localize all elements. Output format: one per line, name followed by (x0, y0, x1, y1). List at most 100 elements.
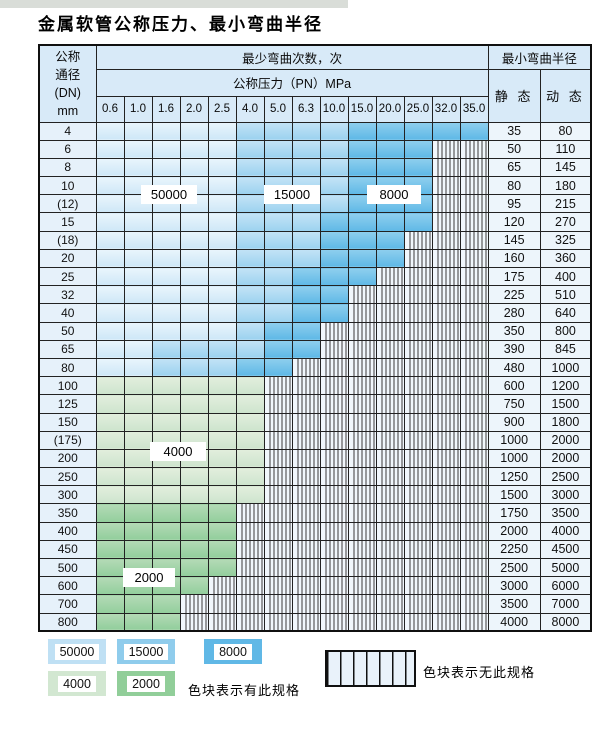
spec-cell-15000 (179, 357, 209, 378)
no-spec-cell (263, 430, 293, 450)
pressure-column-header: 1.6 (151, 95, 181, 123)
spec-cell-50000 (123, 266, 153, 287)
spec-cell-8000 (347, 157, 377, 178)
table-row: 600 3000 6000 (38, 576, 592, 596)
dn-cell: 80 (38, 357, 97, 378)
pressure-values-row: 0.6 1.0 1.6 2.0 2.5 4.0 5.0 6.3 10.0 15.0 20.0 25.0… (39, 95, 591, 123)
static-radius-cell: 2500 (487, 557, 541, 578)
static-radius-cell: 1000 (487, 430, 541, 450)
spec-cell-4000 (207, 485, 237, 505)
dynamic-header: 动 态 (539, 68, 592, 123)
table-row: 25 175 400 (38, 266, 592, 287)
no-spec-cell (403, 248, 433, 269)
spec-cell-8000 (375, 230, 405, 250)
legend-swatch-4000: 4000 (48, 671, 106, 696)
dynamic-radius-cell: 80 (539, 121, 592, 141)
no-spec-cell (459, 594, 489, 614)
spec-cell-2000 (179, 576, 209, 596)
no-spec-cell (319, 448, 349, 469)
spec-cell-15000 (235, 230, 265, 250)
band-label-50000: 50000 (142, 186, 196, 203)
no-spec-cell (431, 430, 461, 450)
no-spec-cell (347, 557, 377, 578)
dn-cell: 20 (38, 248, 97, 269)
static-header: 静 态 (487, 68, 541, 123)
table-row: 350 1750 3500 (38, 503, 592, 523)
spec-cell-8000 (347, 230, 377, 250)
table-row: 400 2000 4000 (38, 521, 592, 541)
no-spec-cell (375, 467, 405, 487)
spec-cell-4000 (123, 485, 153, 505)
spec-cell-4000 (179, 394, 209, 414)
static-radius-cell: 1250 (487, 467, 541, 487)
no-spec-cell (179, 594, 209, 614)
static-radius-cell: 750 (487, 394, 541, 414)
no-spec-cell (263, 376, 293, 396)
no-spec-cell (347, 576, 377, 596)
spec-cell-50000 (151, 139, 181, 159)
static-radius-cell: 900 (487, 412, 541, 432)
spec-cell-2000 (179, 539, 209, 560)
dynamic-radius-cell: 215 (539, 194, 592, 214)
spec-cell-50000 (123, 139, 153, 159)
static-radius-cell: 3000 (487, 576, 541, 596)
table-row: 15 120 270 (38, 212, 592, 232)
no-spec-cell (235, 594, 265, 614)
dynamic-radius-cell: 110 (539, 139, 592, 159)
no-spec-cell (347, 521, 377, 541)
spec-cell-50000 (179, 121, 209, 141)
spec-cell-8000 (263, 357, 293, 378)
dynamic-radius-cell: 1500 (539, 394, 592, 414)
no-spec-cell (403, 612, 433, 632)
legend-swatch-value: 8000 (214, 643, 252, 660)
no-spec-cell (347, 339, 377, 359)
no-spec-cell (263, 576, 293, 596)
cycles-header: 最少弯曲次数，次 (95, 44, 489, 70)
static-radius-cell: 160 (487, 248, 541, 269)
spec-cell-50000 (123, 285, 153, 305)
no-spec-cell (431, 612, 461, 632)
spec-cell-50000 (95, 139, 125, 159)
pressure-column-header: 35.0 (459, 95, 489, 123)
no-spec-cell (403, 321, 433, 341)
spec-cell-50000 (95, 157, 125, 178)
no-spec-cell (459, 266, 489, 287)
no-spec-cell (347, 394, 377, 414)
no-spec-cell (347, 594, 377, 614)
dn-cell: 400 (38, 521, 97, 541)
no-spec-cell (459, 576, 489, 596)
dn-header-line: (DN) (54, 85, 81, 100)
dynamic-radius-cell: 4000 (539, 521, 592, 541)
no-spec-cell (319, 394, 349, 414)
no-spec-cell (459, 157, 489, 178)
no-spec-cell (403, 576, 433, 596)
no-spec-cell (347, 430, 377, 450)
spec-cell-15000 (319, 176, 349, 196)
legend-swatch-15000: 15000 (117, 639, 175, 664)
no-spec-cell (319, 430, 349, 450)
static-radius-cell: 3500 (487, 594, 541, 614)
no-spec-cell (459, 485, 489, 505)
no-spec-cell (263, 557, 293, 578)
no-spec-cell (375, 339, 405, 359)
no-spec-cell (459, 176, 489, 196)
spec-cell-50000 (95, 176, 125, 196)
no-spec-cell (431, 539, 461, 560)
pressure-column-header: 5.0 (263, 95, 293, 123)
spec-cell-50000 (207, 212, 237, 232)
spec-cell-2000 (179, 521, 209, 541)
table-row: 8 65 145 (38, 157, 592, 178)
spec-cell-15000 (291, 121, 321, 141)
spec-cell-4000 (207, 448, 237, 469)
no-spec-cell (263, 539, 293, 560)
dynamic-radius-cell: 7000 (539, 594, 592, 614)
table-row: 800 4000 8000 (38, 612, 592, 632)
dynamic-radius-cell: 180 (539, 176, 592, 196)
spec-cell-8000 (319, 303, 349, 323)
table-row: 32 225 510 (38, 285, 592, 305)
spec-cell-8000 (403, 212, 433, 232)
dynamic-radius-cell: 400 (539, 266, 592, 287)
no-spec-cell (291, 467, 321, 487)
spec-cell-15000 (235, 212, 265, 232)
spec-cell-8000 (403, 139, 433, 159)
